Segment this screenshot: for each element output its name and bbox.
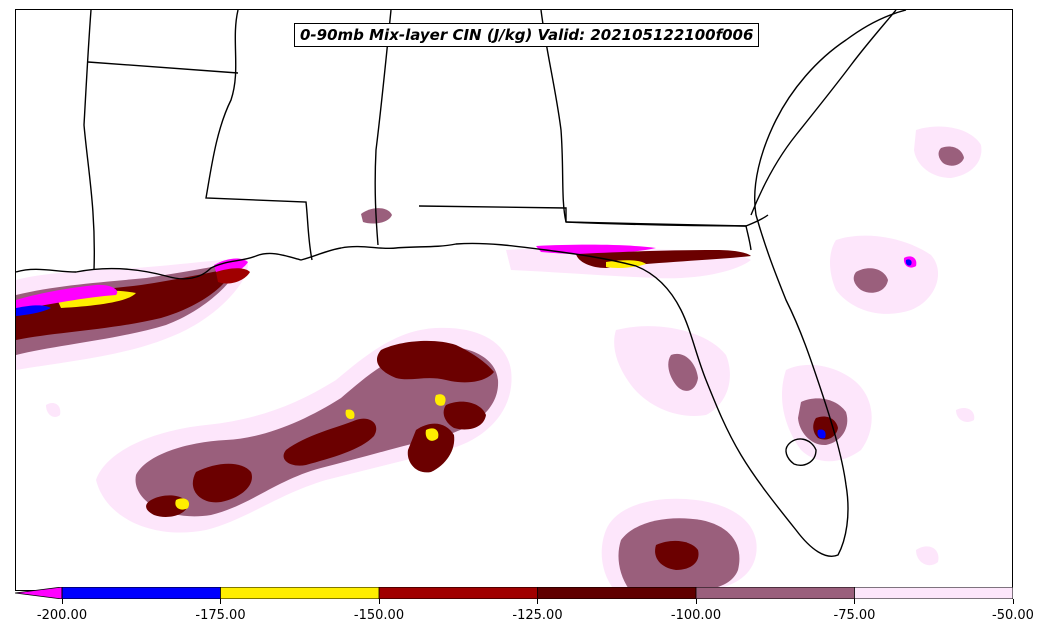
state-line-tx-la — [83, 10, 95, 271]
state-line-ga-fl — [565, 214, 769, 227]
colorbar-tick-mark — [61, 599, 63, 604]
colorbar-bin — [854, 587, 1013, 599]
cin-area-central-gulf-darkred-c — [192, 463, 252, 503]
colorbar-tick-mark — [1012, 599, 1014, 604]
colorbar-bins — [62, 587, 1013, 599]
colorbar-tick-label: -125.00 — [512, 608, 563, 623]
cin-area-fl-west-mauve — [668, 353, 698, 391]
colorbar-bin — [379, 587, 538, 599]
geo-outlines — [16, 10, 907, 557]
cin-area-central-gulf-yellow-d — [345, 409, 355, 420]
cin-area-west-gulf-magenta — [16, 284, 118, 310]
cin-area-central-gulf-darkred-f — [443, 401, 486, 430]
cin-area-atlantic-north-mauve — [938, 146, 964, 166]
cin-area-panhandle-magenta — [536, 244, 656, 255]
lake-okeechobee — [785, 438, 817, 466]
cin-area-atlantic-mid-mauve — [853, 268, 888, 293]
cin-area-atlantic-mid-blue — [905, 259, 912, 266]
cin-area-scatter-2 — [956, 408, 975, 422]
cin-area-scatter-3 — [916, 546, 939, 566]
cin-area-central-gulf-darkred-a — [376, 340, 494, 383]
colorbar-border — [61, 587, 1013, 599]
map-panel: 0-90mb Mix-layer CIN (J/kg) Valid: 20210… — [15, 9, 1013, 591]
colorbar-tick-label: -175.00 — [195, 608, 246, 623]
colorbar-tick-mark — [378, 599, 380, 604]
map-title: 0-90mb Mix-layer CIN (J/kg) Valid: 20210… — [294, 23, 760, 47]
cin-area-central-gulf-darkred-e — [407, 423, 455, 473]
colorbar-bin — [220, 587, 379, 599]
cin-area-fl-east-blue — [817, 429, 826, 439]
colorbar-bin — [537, 587, 696, 599]
cin-area-west-gulf-darkred — [16, 268, 234, 340]
colorbar-tick-label: -100.00 — [670, 608, 722, 623]
gulf-coastline — [16, 10, 907, 557]
colorbar-tick-mark — [537, 599, 538, 604]
colorbar-tick-mark — [854, 599, 855, 604]
colorbar — [15, 587, 1013, 599]
state-line-la-ms — [205, 10, 313, 261]
cin-area-south-gulf-darkred — [655, 540, 699, 570]
cin-area-louisiana-coast-red — [216, 268, 250, 284]
colorbar-tick-label: -75.00 — [833, 608, 876, 623]
state-line-ms-al — [374, 10, 392, 246]
colorbar-under-triangle — [15, 587, 63, 599]
colorbar-tick-label: -50.00 — [992, 608, 1034, 623]
colorbar-bin — [62, 587, 221, 599]
cin-area-central-gulf-yellow-c — [175, 498, 190, 510]
cin-area-scatter-1 — [46, 403, 61, 417]
state-line-ar-la — [87, 61, 239, 74]
colorbar-tick-mark — [220, 599, 221, 604]
cin-area-central-gulf-yellow-a — [425, 428, 439, 441]
cin-area-west-gulf-blue — [16, 305, 51, 316]
colorbar-tick-mark — [695, 599, 697, 604]
colorbar-tick-label: -150.00 — [353, 608, 405, 623]
cin-area-central-gulf-yellow-b — [434, 394, 446, 406]
colorbar-bin — [696, 587, 855, 599]
cin-map — [16, 10, 982, 590]
atlantic-coastline — [750, 10, 897, 216]
cin-area-central-gulf-darkred-b — [283, 418, 377, 466]
colorbar-tick-label: -200.00 — [36, 608, 88, 623]
cin-shading — [16, 126, 982, 590]
